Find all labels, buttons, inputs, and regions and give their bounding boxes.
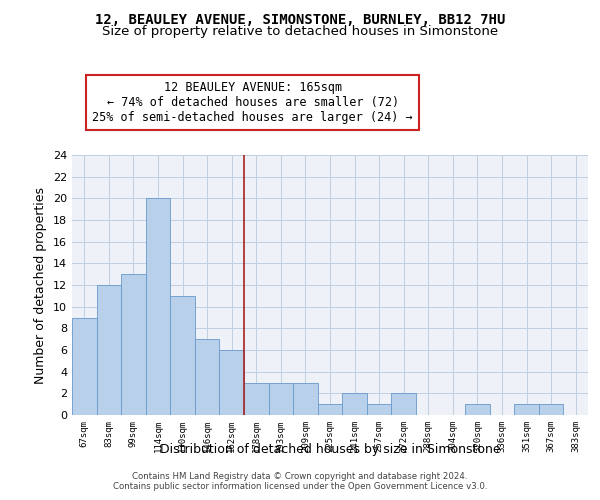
Bar <box>195 339 220 415</box>
Bar <box>342 394 367 415</box>
Text: Size of property relative to detached houses in Simonstone: Size of property relative to detached ho… <box>102 25 498 38</box>
Text: 12, BEAULEY AVENUE, SIMONSTONE, BURNLEY, BB12 7HU: 12, BEAULEY AVENUE, SIMONSTONE, BURNLEY,… <box>95 12 505 26</box>
Text: 12 BEAULEY AVENUE: 165sqm
← 74% of detached houses are smaller (72)
25% of semi-: 12 BEAULEY AVENUE: 165sqm ← 74% of detac… <box>92 81 413 124</box>
Bar <box>465 404 490 415</box>
Text: Contains public sector information licensed under the Open Government Licence v3: Contains public sector information licen… <box>113 482 487 491</box>
Bar <box>318 404 342 415</box>
Bar <box>220 350 244 415</box>
Bar <box>97 285 121 415</box>
Text: Contains HM Land Registry data © Crown copyright and database right 2024.: Contains HM Land Registry data © Crown c… <box>132 472 468 481</box>
Bar <box>514 404 539 415</box>
Bar <box>244 382 269 415</box>
Bar <box>146 198 170 415</box>
Bar <box>170 296 195 415</box>
Bar <box>121 274 146 415</box>
Text: Distribution of detached houses by size in Simonstone: Distribution of detached houses by size … <box>160 444 500 456</box>
Bar <box>293 382 318 415</box>
Bar <box>269 382 293 415</box>
Bar <box>367 404 391 415</box>
Bar <box>72 318 97 415</box>
Bar <box>391 394 416 415</box>
Y-axis label: Number of detached properties: Number of detached properties <box>34 186 47 384</box>
Bar <box>539 404 563 415</box>
